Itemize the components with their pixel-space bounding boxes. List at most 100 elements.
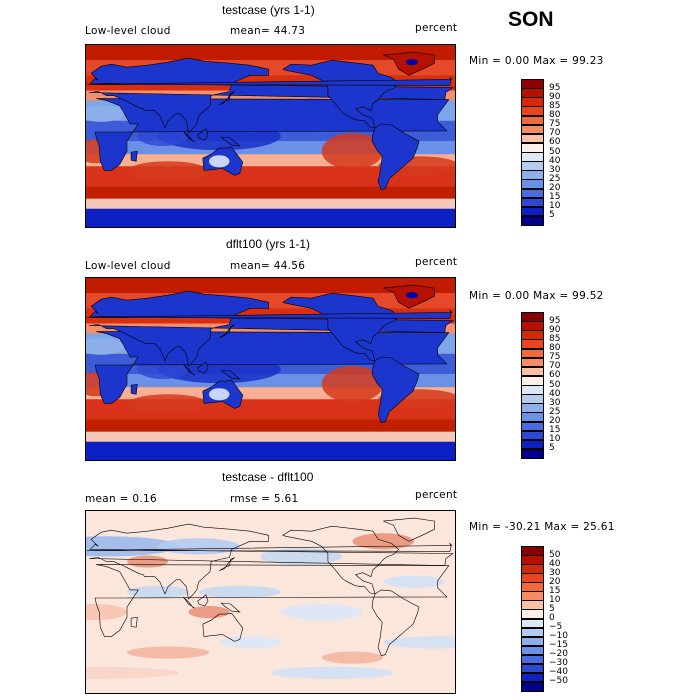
colorbar-label: 70 (549, 361, 561, 372)
colorbar-label: 15 (549, 192, 561, 203)
colorbar-label: 10 (549, 201, 561, 212)
panel-3-colorbar: 50 40 30 20 15 10 5 0 −5 −10 −15 −20 −30 −40 −50 (521, 546, 568, 692)
panel-1-field-label: Low-level cloud (85, 25, 171, 37)
coastline (219, 324, 235, 338)
colorbar-label: 95 (549, 82, 561, 93)
coastline (219, 557, 235, 571)
panel-1-colorbar: 95 90 85 80 75 70 60 50 40 30 25 20 15 10 5 (521, 79, 560, 226)
panel-1-title: testcase (yrs 1-1) (222, 3, 315, 17)
colorbar-label: 75 (549, 352, 561, 363)
colorbar-label: 60 (549, 370, 561, 381)
coastline (183, 363, 195, 376)
colorbar-label: 5 (549, 210, 555, 221)
panel-3-rmse: rmse = 5.61 (230, 493, 299, 505)
colorbar-label: 0 (549, 613, 555, 623)
colorbar-swatch (521, 215, 544, 226)
colorbar-label: 50 (549, 379, 561, 390)
coastline (86, 542, 453, 552)
coastline (130, 616, 138, 628)
coastline (86, 309, 453, 319)
panel-2-field-label: Low-level cloud (85, 260, 171, 272)
colorbar-label: 5 (549, 443, 555, 454)
coastline (89, 290, 454, 367)
panel-1-map (85, 44, 456, 228)
season-label: SON (508, 8, 554, 31)
coastline (219, 91, 235, 105)
coastline (282, 525, 400, 595)
panel-1-mean: mean= 44.73 (230, 25, 306, 37)
colorbar-label: 10 (549, 434, 561, 445)
colorbar-label: 80 (549, 110, 561, 120)
colorbar-label: −5 (549, 622, 563, 633)
panel-2-minmax: Min = 0.00 Max = 99.52 (469, 290, 604, 302)
colorbar-label: −10 (549, 631, 568, 642)
colorbar-label: 40 (549, 388, 561, 399)
colorbar-label: 90 (549, 91, 561, 102)
colorbar-label: 50 (549, 549, 561, 560)
coastline (202, 612, 244, 642)
colorbar-label: −15 (549, 640, 568, 651)
panel-3-minmax: Min = -30.21 Max = 25.61 (469, 521, 615, 533)
colorbar-label: 85 (549, 333, 561, 344)
coastline (383, 517, 435, 542)
colorbar-label: 60 (549, 137, 561, 148)
colorbar-label: −50 (549, 676, 568, 687)
coastline (220, 602, 241, 613)
coastline (197, 594, 209, 607)
colorbar-label: 30 (549, 397, 561, 408)
coastline (220, 369, 241, 380)
panel-3-units: percent (415, 489, 458, 501)
panel-2-units: percent (415, 256, 458, 268)
colorbar-label: −20 (549, 649, 568, 660)
coastline (371, 589, 420, 656)
colorbar-label: 20 (549, 576, 561, 587)
colorbar-label: 25 (549, 406, 561, 417)
coastline (183, 130, 195, 143)
panel-2-colorbar: 95 90 85 80 75 70 60 50 40 30 25 20 15 10 5 (521, 312, 560, 459)
colorbar-label: 25 (549, 173, 561, 184)
panel-3-title: testcase - dflt100 (222, 470, 314, 484)
panel-3-mean: mean = 0.16 (85, 493, 157, 505)
colorbar-label: 40 (549, 558, 561, 569)
colorbar-label: 10 (549, 594, 561, 605)
coastline (282, 292, 400, 362)
colorbar-label: 30 (549, 164, 561, 175)
coastline (282, 59, 400, 129)
colorbar-swatch (521, 681, 544, 692)
colorbar-label: 15 (549, 425, 561, 436)
colorbar-label: 30 (549, 567, 561, 578)
colorbar-label: 90 (549, 324, 561, 335)
panel-2-mean: mean= 44.56 (230, 260, 306, 272)
panel-1-units: percent (415, 22, 458, 34)
coastline (183, 596, 195, 609)
colorbar-label: 20 (549, 416, 561, 426)
coastline (89, 57, 454, 134)
coastline (130, 150, 138, 162)
coastline (220, 136, 241, 147)
coastline (371, 356, 420, 423)
colorbar-label: 50 (549, 146, 561, 157)
coastline (197, 361, 209, 374)
colorbar-label: 85 (549, 100, 561, 111)
colorbar-label: 95 (549, 315, 561, 326)
colorbar-label: 70 (549, 128, 561, 139)
coastline (130, 383, 138, 395)
panel-3-map (85, 510, 456, 694)
coastline (197, 128, 209, 141)
coastline (94, 564, 450, 637)
coastline (371, 123, 420, 190)
colorbar-label: 5 (549, 603, 555, 614)
colorbar-label: 20 (549, 183, 561, 193)
colorbar-label: 40 (549, 155, 561, 166)
colorbar-swatch (521, 448, 544, 459)
coastline (86, 76, 453, 86)
coastline (89, 523, 454, 600)
colorbar-label: −30 (549, 658, 568, 669)
colorbar-label: 75 (549, 119, 561, 130)
panel-1-minmax: Min = 0.00 Max = 99.23 (469, 55, 604, 67)
panel-2-map (85, 277, 456, 461)
colorbar-label: 80 (549, 343, 561, 353)
panel-2-title: dflt100 (yrs 1-1) (226, 237, 311, 251)
colorbar-label: −40 (549, 667, 568, 678)
colorbar-label: 15 (549, 585, 561, 596)
